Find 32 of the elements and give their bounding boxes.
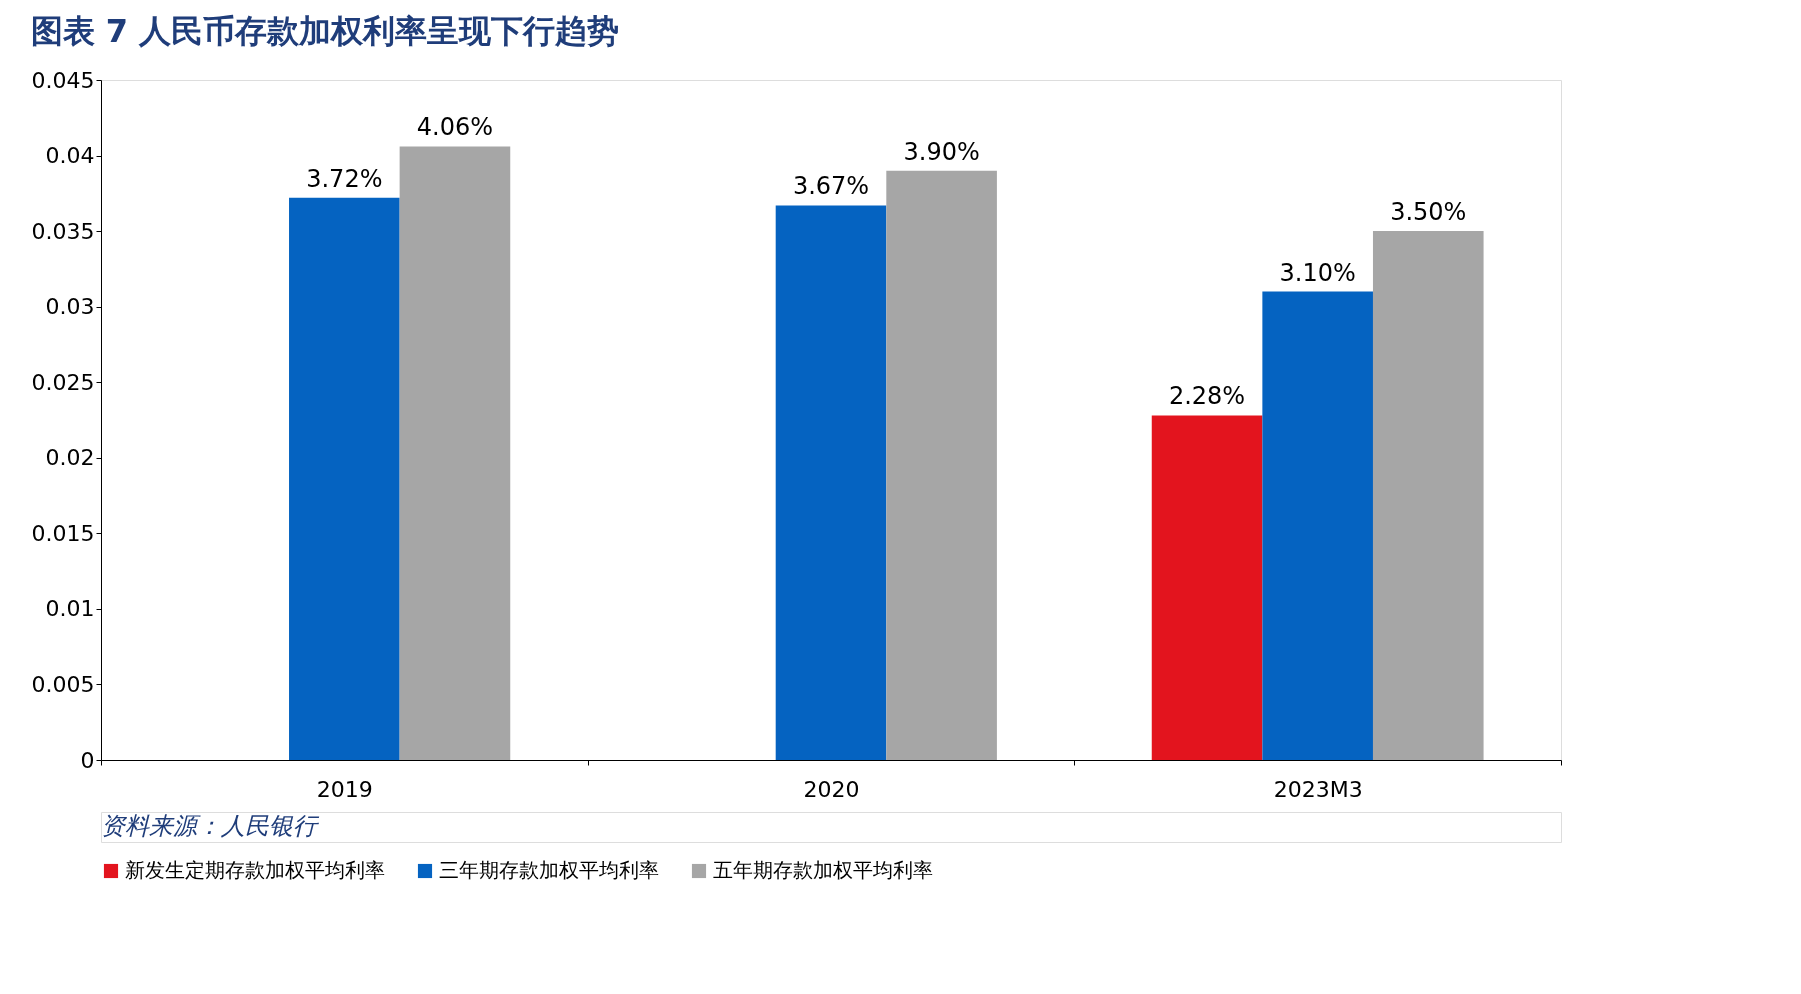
x-tick-label: 2019 [316, 776, 373, 802]
y-tick-label: 0.005 [31, 671, 95, 697]
bar [886, 170, 997, 760]
bar [1151, 415, 1263, 760]
data-label: 3.50% [1390, 198, 1467, 227]
y-tick-label: 0.01 [45, 596, 95, 622]
y-tick-label: 0.045 [31, 67, 95, 93]
bar [775, 205, 887, 760]
bar [289, 197, 400, 760]
text: 资料来源：人民银行 [101, 812, 320, 840]
y-tick-label: 0.035 [31, 218, 95, 244]
data-label: 3.67% [792, 172, 870, 201]
y-tick-label: 0.03 [45, 294, 95, 320]
y-tick-label: 0.025 [31, 369, 95, 395]
legend-label: 新发生定期存款加权平均利率 [125, 858, 385, 882]
y-tick-label: 0.015 [31, 520, 95, 546]
y-tick-label: 0 [80, 747, 95, 773]
data-label: 2.28% [1168, 382, 1246, 411]
data-label: 3.10% [1279, 258, 1356, 287]
bar [1262, 291, 1373, 760]
x-tick-label: 2020 [803, 776, 860, 802]
data-label: 4.06% [416, 113, 494, 142]
legend-label: 三年期存款加权平均利率 [439, 858, 659, 882]
bar [1372, 231, 1484, 760]
data-label: 3.72% [306, 164, 383, 193]
x-tick-label: 2023M3 [1273, 776, 1363, 802]
data-label: 3.90% [903, 137, 980, 166]
y-tick-label: 0.02 [45, 445, 95, 471]
legend-label: 五年期存款加权平均利率 [713, 858, 933, 882]
bar [399, 146, 511, 760]
chart-title: 图表 7 人民币存款加权利率呈现下行趋势 [30, 11, 620, 50]
y-tick-label: 0.04 [45, 143, 95, 169]
